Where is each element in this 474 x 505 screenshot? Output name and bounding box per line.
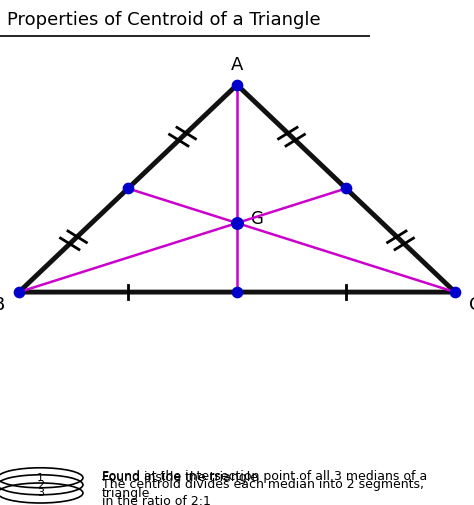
Point — [124, 184, 132, 192]
Text: 2: 2 — [36, 480, 44, 490]
Point — [233, 81, 241, 89]
Text: Properties of Centroid of a Triangle: Properties of Centroid of a Triangle — [8, 11, 321, 29]
Text: Found at the intersection point of all 3 medians of a
triangle: Found at the intersection point of all 3… — [102, 470, 427, 500]
Text: Found inside the triangle: Found inside the triangle — [102, 471, 258, 484]
Point — [342, 184, 350, 192]
Text: 1: 1 — [37, 473, 44, 483]
Text: G: G — [250, 211, 263, 228]
Polygon shape — [377, 6, 423, 34]
Text: C: C — [469, 296, 474, 314]
Point — [15, 288, 23, 296]
Point — [451, 288, 459, 296]
Text: The centroid divides each median into 2 segments,
in the ratio of 2:1: The centroid divides each median into 2 … — [102, 478, 424, 505]
Text: A: A — [231, 56, 243, 74]
Text: MATH: MATH — [423, 9, 453, 18]
Text: 3: 3 — [37, 488, 44, 498]
Point — [233, 288, 241, 296]
Point — [233, 219, 241, 227]
Text: MONKS: MONKS — [422, 25, 454, 34]
Text: B: B — [0, 296, 5, 314]
